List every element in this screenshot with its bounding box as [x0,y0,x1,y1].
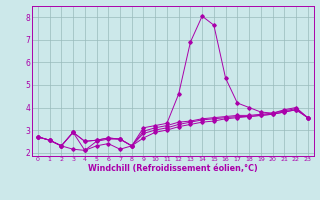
X-axis label: Windchill (Refroidissement éolien,°C): Windchill (Refroidissement éolien,°C) [88,164,258,173]
